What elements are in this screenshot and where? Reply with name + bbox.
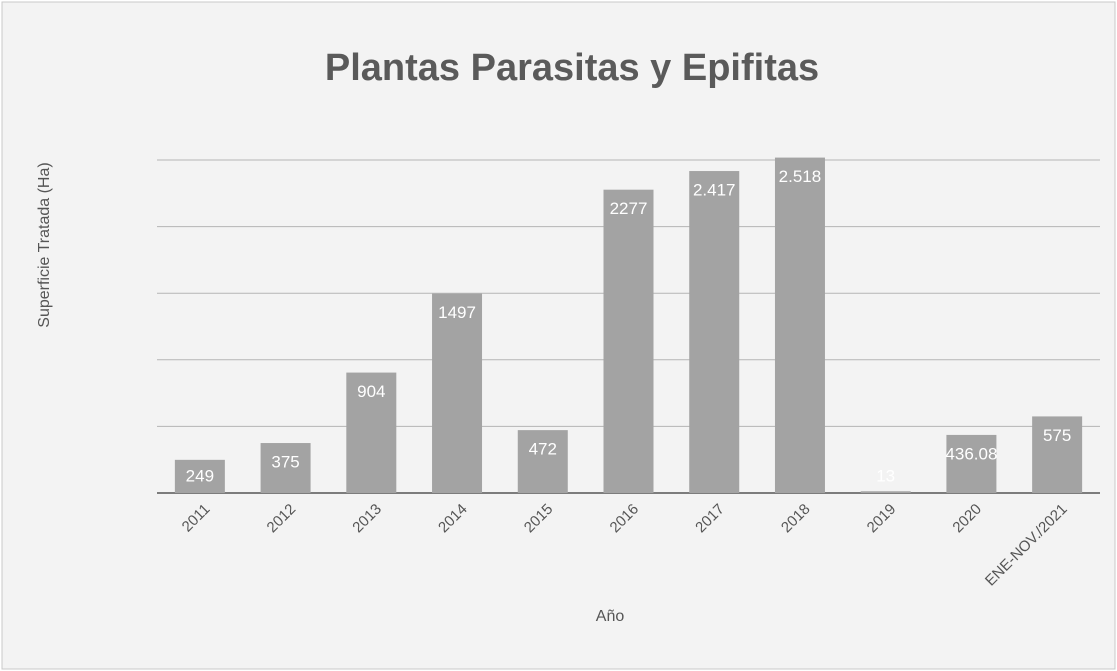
bar — [174, 459, 225, 493]
data-label: 472 — [529, 440, 557, 459]
data-label: 2277 — [610, 199, 648, 218]
bar — [774, 157, 825, 494]
y-axis-label: Superficie Tratada (Ha) — [36, 162, 53, 327]
bar — [689, 171, 740, 493]
bar — [346, 372, 397, 493]
data-label: 1497 — [438, 303, 476, 322]
x-axis-label: Año — [596, 608, 625, 625]
bar — [517, 430, 568, 493]
data-label: 2.417 — [693, 181, 736, 200]
bar — [432, 293, 483, 493]
data-label: 13 — [876, 466, 895, 485]
data-label: 249 — [186, 466, 214, 485]
bar — [946, 434, 997, 493]
data-label: 375 — [271, 453, 299, 472]
bar — [603, 189, 654, 494]
bar — [860, 491, 911, 493]
data-label: 904 — [357, 382, 385, 401]
chart-title: Plantas Parasitas y Epifitas — [325, 47, 819, 89]
data-label: 436.08 — [945, 444, 997, 463]
data-label: 575 — [1043, 426, 1071, 445]
bar — [1032, 416, 1083, 493]
bar — [260, 443, 311, 493]
data-label: 2.518 — [779, 167, 822, 186]
